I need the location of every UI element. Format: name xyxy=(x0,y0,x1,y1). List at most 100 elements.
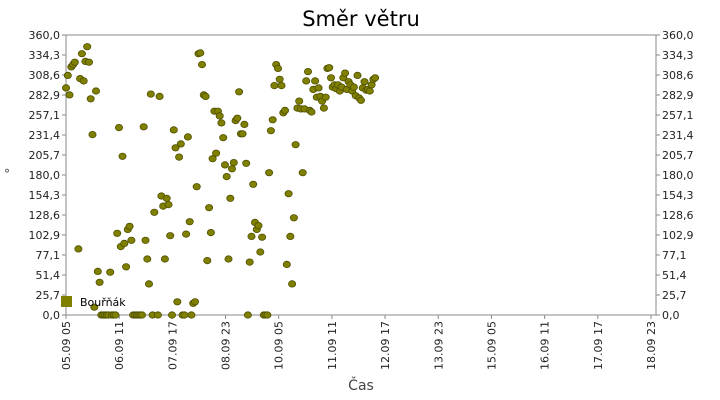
data-point xyxy=(291,141,300,149)
data-point xyxy=(171,144,180,152)
data-point xyxy=(277,82,286,90)
data-point xyxy=(176,140,185,148)
data-point xyxy=(150,208,159,216)
x-tick-label: 12.09 17 xyxy=(379,321,392,370)
data-point xyxy=(284,190,293,198)
data-point xyxy=(137,311,146,319)
data-point xyxy=(247,232,256,240)
data-point xyxy=(166,232,175,240)
x-tick-label: 17.09 17 xyxy=(592,321,605,370)
data-point xyxy=(222,173,231,181)
data-point xyxy=(86,95,95,103)
data-point xyxy=(226,194,235,202)
data-point xyxy=(265,169,274,177)
y-tick-label: 231,4 xyxy=(662,129,694,142)
data-point xyxy=(144,280,153,288)
data-point xyxy=(125,222,134,230)
data-point xyxy=(206,229,215,237)
data-point xyxy=(141,236,150,244)
y-axis-right: 0,0 25,7 51,4 77,1 102,9 128,6 154,3 180,0 205,7… xyxy=(656,29,694,322)
data-point xyxy=(162,194,171,202)
data-point xyxy=(83,43,92,51)
data-point xyxy=(90,303,99,311)
data-point xyxy=(307,108,316,116)
x-tick-label: 06.09 11 xyxy=(113,321,126,370)
data-point xyxy=(106,268,115,276)
data-point xyxy=(233,114,242,122)
data-point xyxy=(229,159,238,167)
chart-title: Směr větru xyxy=(302,7,420,31)
y-tick-label: 282,9 xyxy=(662,89,694,102)
data-point xyxy=(143,255,152,263)
data-point xyxy=(127,236,136,244)
x-tick-label: 16.09 11 xyxy=(539,321,552,370)
data-point xyxy=(175,153,184,161)
data-point xyxy=(160,255,169,263)
data-point xyxy=(155,92,164,101)
y-axis-label: ° xyxy=(4,167,10,181)
data-point xyxy=(219,134,228,142)
data-point xyxy=(173,298,182,306)
data-point xyxy=(77,50,86,58)
data-point xyxy=(270,82,279,90)
data-point xyxy=(321,93,330,101)
data-point xyxy=(289,214,298,222)
x-tick-label: 08.09 23 xyxy=(220,321,233,370)
data-point xyxy=(238,130,247,138)
data-point xyxy=(258,233,267,241)
data-point xyxy=(79,77,88,85)
data-point xyxy=(122,263,131,271)
y-tick-label: 77,1 xyxy=(36,249,61,262)
legend: Bouřňák xyxy=(61,296,126,309)
data-point xyxy=(120,239,129,247)
data-point xyxy=(249,180,258,188)
y-tick-label: 128,6 xyxy=(662,209,694,222)
data-point xyxy=(273,64,282,73)
x-tick-label: 18.09 23 xyxy=(645,321,658,370)
data-point xyxy=(190,298,199,306)
data-point xyxy=(212,149,221,157)
data-point xyxy=(268,116,277,124)
data-point xyxy=(256,248,265,256)
data-point xyxy=(240,120,249,129)
data-point xyxy=(113,229,122,237)
y-tick-label: 257,1 xyxy=(29,109,61,122)
y-tick-label: 180,0 xyxy=(29,169,61,182)
data-point xyxy=(93,267,102,275)
data-point xyxy=(187,311,196,319)
y-tick-label: 102,9 xyxy=(29,229,61,242)
data-point xyxy=(275,75,284,83)
data-point xyxy=(70,58,79,66)
data-point xyxy=(197,60,206,69)
y-tick-label: 128,6 xyxy=(29,209,61,222)
data-point xyxy=(254,222,263,230)
x-tick-label: 10.09 05 xyxy=(273,321,286,370)
legend-swatch xyxy=(61,296,72,307)
y-tick-label: 51,4 xyxy=(36,269,61,282)
data-point xyxy=(74,245,83,253)
data-point xyxy=(180,311,189,319)
y-tick-label: 282,9 xyxy=(29,89,61,102)
data-point xyxy=(63,71,72,80)
data-point xyxy=(341,69,350,77)
data-point xyxy=(371,74,380,82)
data-point xyxy=(185,218,194,226)
legend-label: Bouřňák xyxy=(80,296,126,309)
data-point xyxy=(303,68,312,76)
data-point xyxy=(365,87,374,95)
data-point xyxy=(242,159,251,167)
data-point xyxy=(95,278,104,286)
data-point xyxy=(263,311,272,319)
y-tick-label: 360,0 xyxy=(29,29,61,42)
y-tick-label: 205,7 xyxy=(662,149,694,162)
data-point xyxy=(182,230,191,238)
data-point xyxy=(153,311,162,319)
data-point xyxy=(360,78,369,86)
data-point xyxy=(243,311,252,319)
y-tick-label: 77,1 xyxy=(662,249,687,262)
y-tick-label: 231,4 xyxy=(29,129,61,142)
y-tick-label: 334,3 xyxy=(29,49,61,62)
data-point xyxy=(167,311,176,319)
data-point xyxy=(62,84,71,92)
